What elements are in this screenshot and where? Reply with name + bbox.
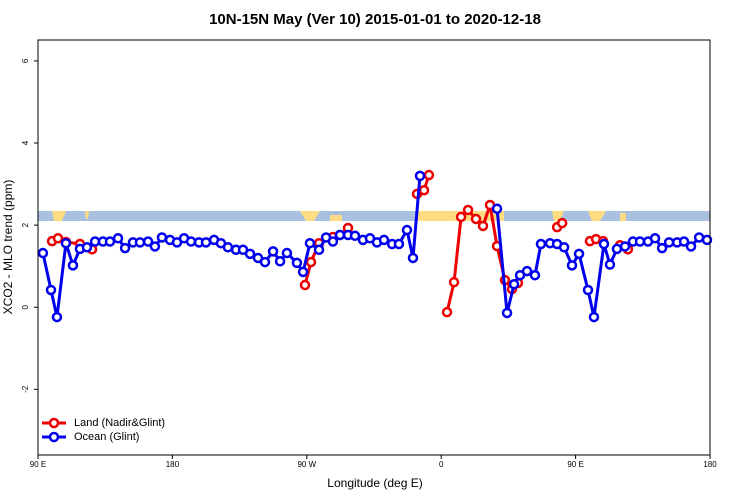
y-tick-label: 4 — [21, 140, 30, 145]
data-point — [414, 170, 426, 182]
data-point — [378, 234, 390, 246]
data-point — [441, 306, 453, 318]
data-point — [305, 256, 317, 268]
data-point — [313, 244, 325, 256]
data-point — [259, 256, 271, 268]
x-tick-label: 180 — [703, 460, 717, 469]
plot-frame — [37, 39, 711, 456]
data-point — [588, 311, 600, 323]
data-point — [508, 278, 520, 290]
x-tick-label: 90 E — [567, 460, 583, 469]
data-point — [244, 248, 256, 260]
data-point — [558, 242, 570, 253]
data-point — [112, 233, 124, 244]
legend-label: Ocean (Glint) — [74, 431, 139, 443]
data-point — [477, 220, 489, 232]
data-point — [407, 252, 419, 264]
data-point — [51, 311, 63, 323]
data-point — [649, 233, 661, 244]
data-point — [142, 236, 154, 247]
data-point — [37, 247, 49, 259]
data-point — [448, 276, 460, 288]
data-point — [598, 238, 610, 250]
data-point — [149, 241, 161, 252]
data-point — [200, 237, 212, 248]
data-point — [393, 238, 405, 250]
data-point — [104, 236, 116, 247]
legend-label: Land (Nadir&Glint) — [74, 417, 165, 429]
data-point — [556, 217, 568, 229]
data-point — [529, 269, 541, 281]
data-point — [274, 256, 286, 267]
data-point — [423, 169, 435, 181]
data-point — [401, 224, 413, 236]
data-point — [156, 232, 168, 243]
y-tick-label: 0 — [21, 304, 30, 309]
data-point — [619, 241, 631, 252]
data-point — [521, 265, 533, 277]
data-point — [566, 260, 578, 271]
data-point — [604, 259, 616, 270]
y-axis-label: XCO2 - MLO trend (ppm) — [1, 180, 15, 315]
data-point — [304, 237, 316, 249]
y-tick-label: 2 — [21, 222, 30, 227]
data-point — [222, 242, 234, 253]
data-point — [297, 266, 309, 278]
data-point — [455, 211, 467, 223]
x-tick-label: 180 — [166, 460, 180, 469]
data-point — [685, 241, 697, 252]
data-point — [663, 237, 675, 248]
data-point — [81, 242, 93, 253]
map-strip — [38, 211, 710, 221]
data-point — [491, 203, 503, 214]
x-tick-label: 0 — [439, 460, 444, 469]
legend-marker — [48, 417, 60, 429]
y-tick-label: -2 — [21, 385, 30, 393]
data-point — [656, 242, 668, 254]
data-point — [349, 230, 361, 242]
data-point — [67, 260, 79, 271]
data-point — [299, 279, 311, 291]
data-point — [418, 184, 430, 196]
data-point — [462, 204, 474, 216]
data-point — [267, 246, 279, 257]
data-point — [119, 242, 131, 254]
x-tick-label: 90 W — [297, 460, 316, 469]
data-point — [291, 257, 303, 269]
data-point — [573, 248, 585, 260]
data-point — [634, 236, 646, 247]
x-tick-label: 90 E — [30, 460, 46, 469]
data-point — [134, 237, 146, 248]
data-point — [535, 238, 547, 250]
data-point — [501, 307, 513, 319]
data-point — [582, 284, 594, 296]
data-point — [327, 236, 339, 247]
y-tick-label: 6 — [21, 58, 30, 63]
data-point — [470, 213, 482, 225]
chart-title: 10N-15N May (Ver 10) 2015-01-01 to 2020-… — [209, 11, 541, 28]
data-point — [678, 236, 690, 247]
data-point — [281, 247, 293, 259]
data-point — [52, 233, 64, 244]
data-point — [701, 234, 713, 246]
x-axis-label: Longitude (deg E) — [327, 476, 422, 490]
data-point — [334, 229, 346, 241]
data-point — [60, 237, 72, 249]
data-point — [611, 243, 623, 255]
data-point — [45, 284, 57, 296]
legend-marker — [48, 431, 60, 443]
